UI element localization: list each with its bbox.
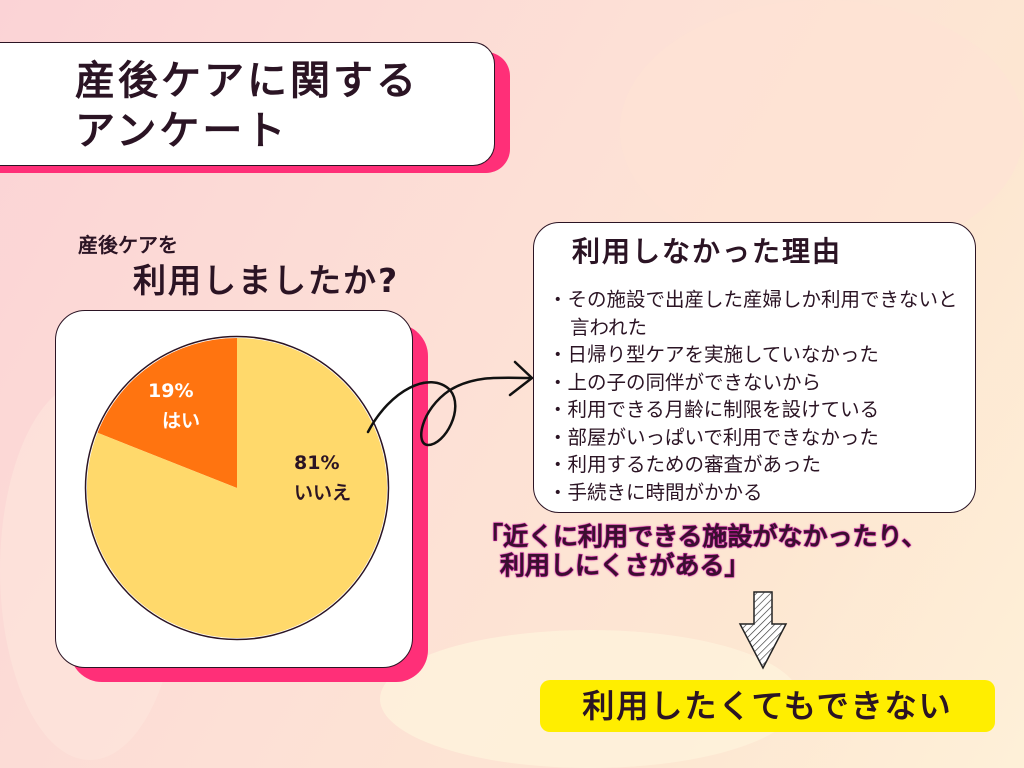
- down-arrow-icon: [738, 591, 788, 670]
- title-line-2: アンケート: [75, 108, 289, 154]
- curved-arrow-icon: [366, 360, 534, 447]
- page-title: 産後ケアに関する アンケート: [75, 56, 419, 156]
- quote-line-1: 「近くに利用できる施設がなかったり、: [478, 522, 928, 552]
- reason-item: 利用するための審査があった: [548, 451, 968, 479]
- slice-name-yes: はい: [162, 410, 201, 432]
- slice-name-no: いいえ: [294, 482, 352, 504]
- slice-percent-no: 81%: [294, 452, 340, 474]
- reasons-list: その施設で出産した産婦しか利用できないと言われた 日帰り型ケアを実施していなかっ…: [548, 286, 968, 506]
- pie-chart: [84, 335, 390, 641]
- reasons-title: 利用しなかった理由: [572, 235, 843, 268]
- question-line-2: 利用しましたか?: [133, 261, 400, 300]
- title-line-1: 産後ケアに関する: [75, 58, 419, 104]
- slice-label-yes: 19% はい: [148, 376, 200, 436]
- quote: 「近くに利用できる施設がなかったり、 利用しにくさがある」: [478, 522, 1018, 581]
- pie-slice-yes: [97, 338, 237, 488]
- pie-outline: [84, 335, 390, 641]
- conclusion-banner: 利用したくてもできない: [540, 680, 995, 732]
- background-blob: [620, 0, 1024, 260]
- quote-line-2: 利用しにくさがある」: [500, 551, 751, 581]
- slice-label-no: 81% いいえ: [294, 448, 351, 508]
- reason-item: 日帰り型ケアを実施していなかった: [548, 341, 968, 369]
- reason-item: 手続きに時間がかかる: [548, 479, 968, 507]
- reason-item: 利用できる月齢に制限を設けている: [548, 396, 968, 424]
- title-box: [0, 42, 495, 166]
- reason-item: 上の子の同伴ができないから: [548, 369, 968, 397]
- question-line-1: 産後ケアを: [78, 233, 178, 257]
- reason-item: その施設で出産した産婦しか利用できないと言われた: [548, 286, 968, 341]
- reason-item: 部屋がいっぱいで利用できなかった: [548, 424, 968, 452]
- pie-slice-no: [86, 338, 387, 638]
- slice-percent-yes: 19%: [148, 380, 194, 402]
